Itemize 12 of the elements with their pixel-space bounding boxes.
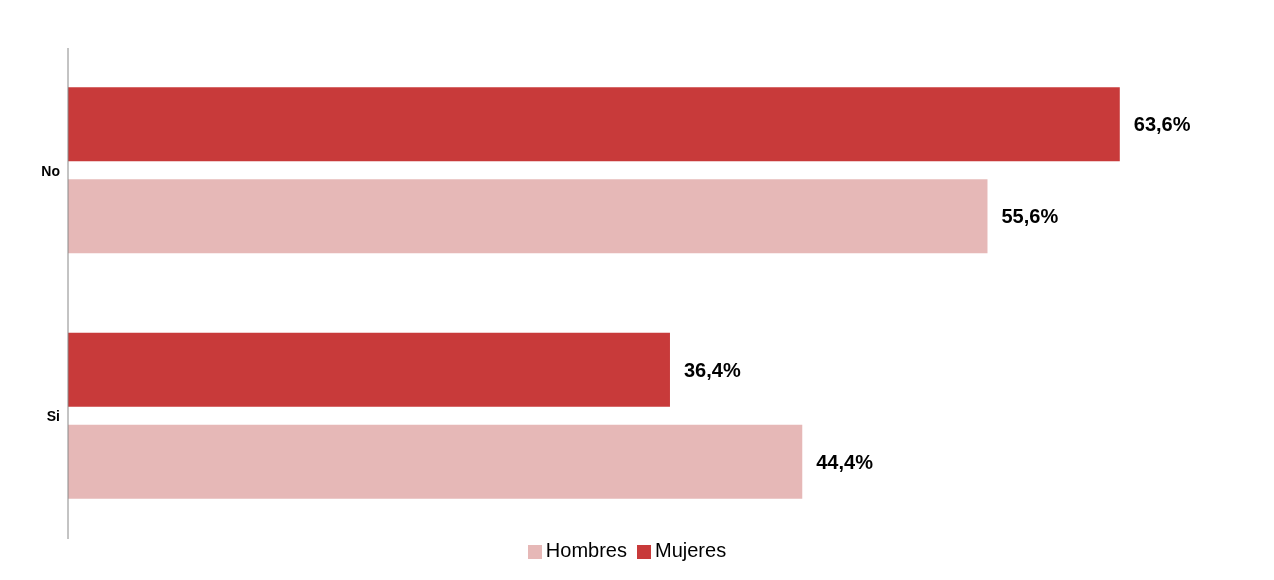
data-label: 63,6% [1133, 113, 1191, 136]
bar [68, 87, 1120, 162]
bar [68, 179, 988, 254]
data-label: 36,4% [683, 358, 741, 381]
bar [68, 424, 803, 499]
legend-label: Mujeres [655, 539, 727, 561]
legend-label: Hombres [545, 539, 627, 561]
bar [68, 332, 670, 407]
data-label: 44,4% [816, 450, 874, 473]
y-tick-label: No [41, 162, 60, 179]
data-label: 55,6% [1001, 205, 1059, 228]
y-tick-label: Si [46, 408, 60, 425]
